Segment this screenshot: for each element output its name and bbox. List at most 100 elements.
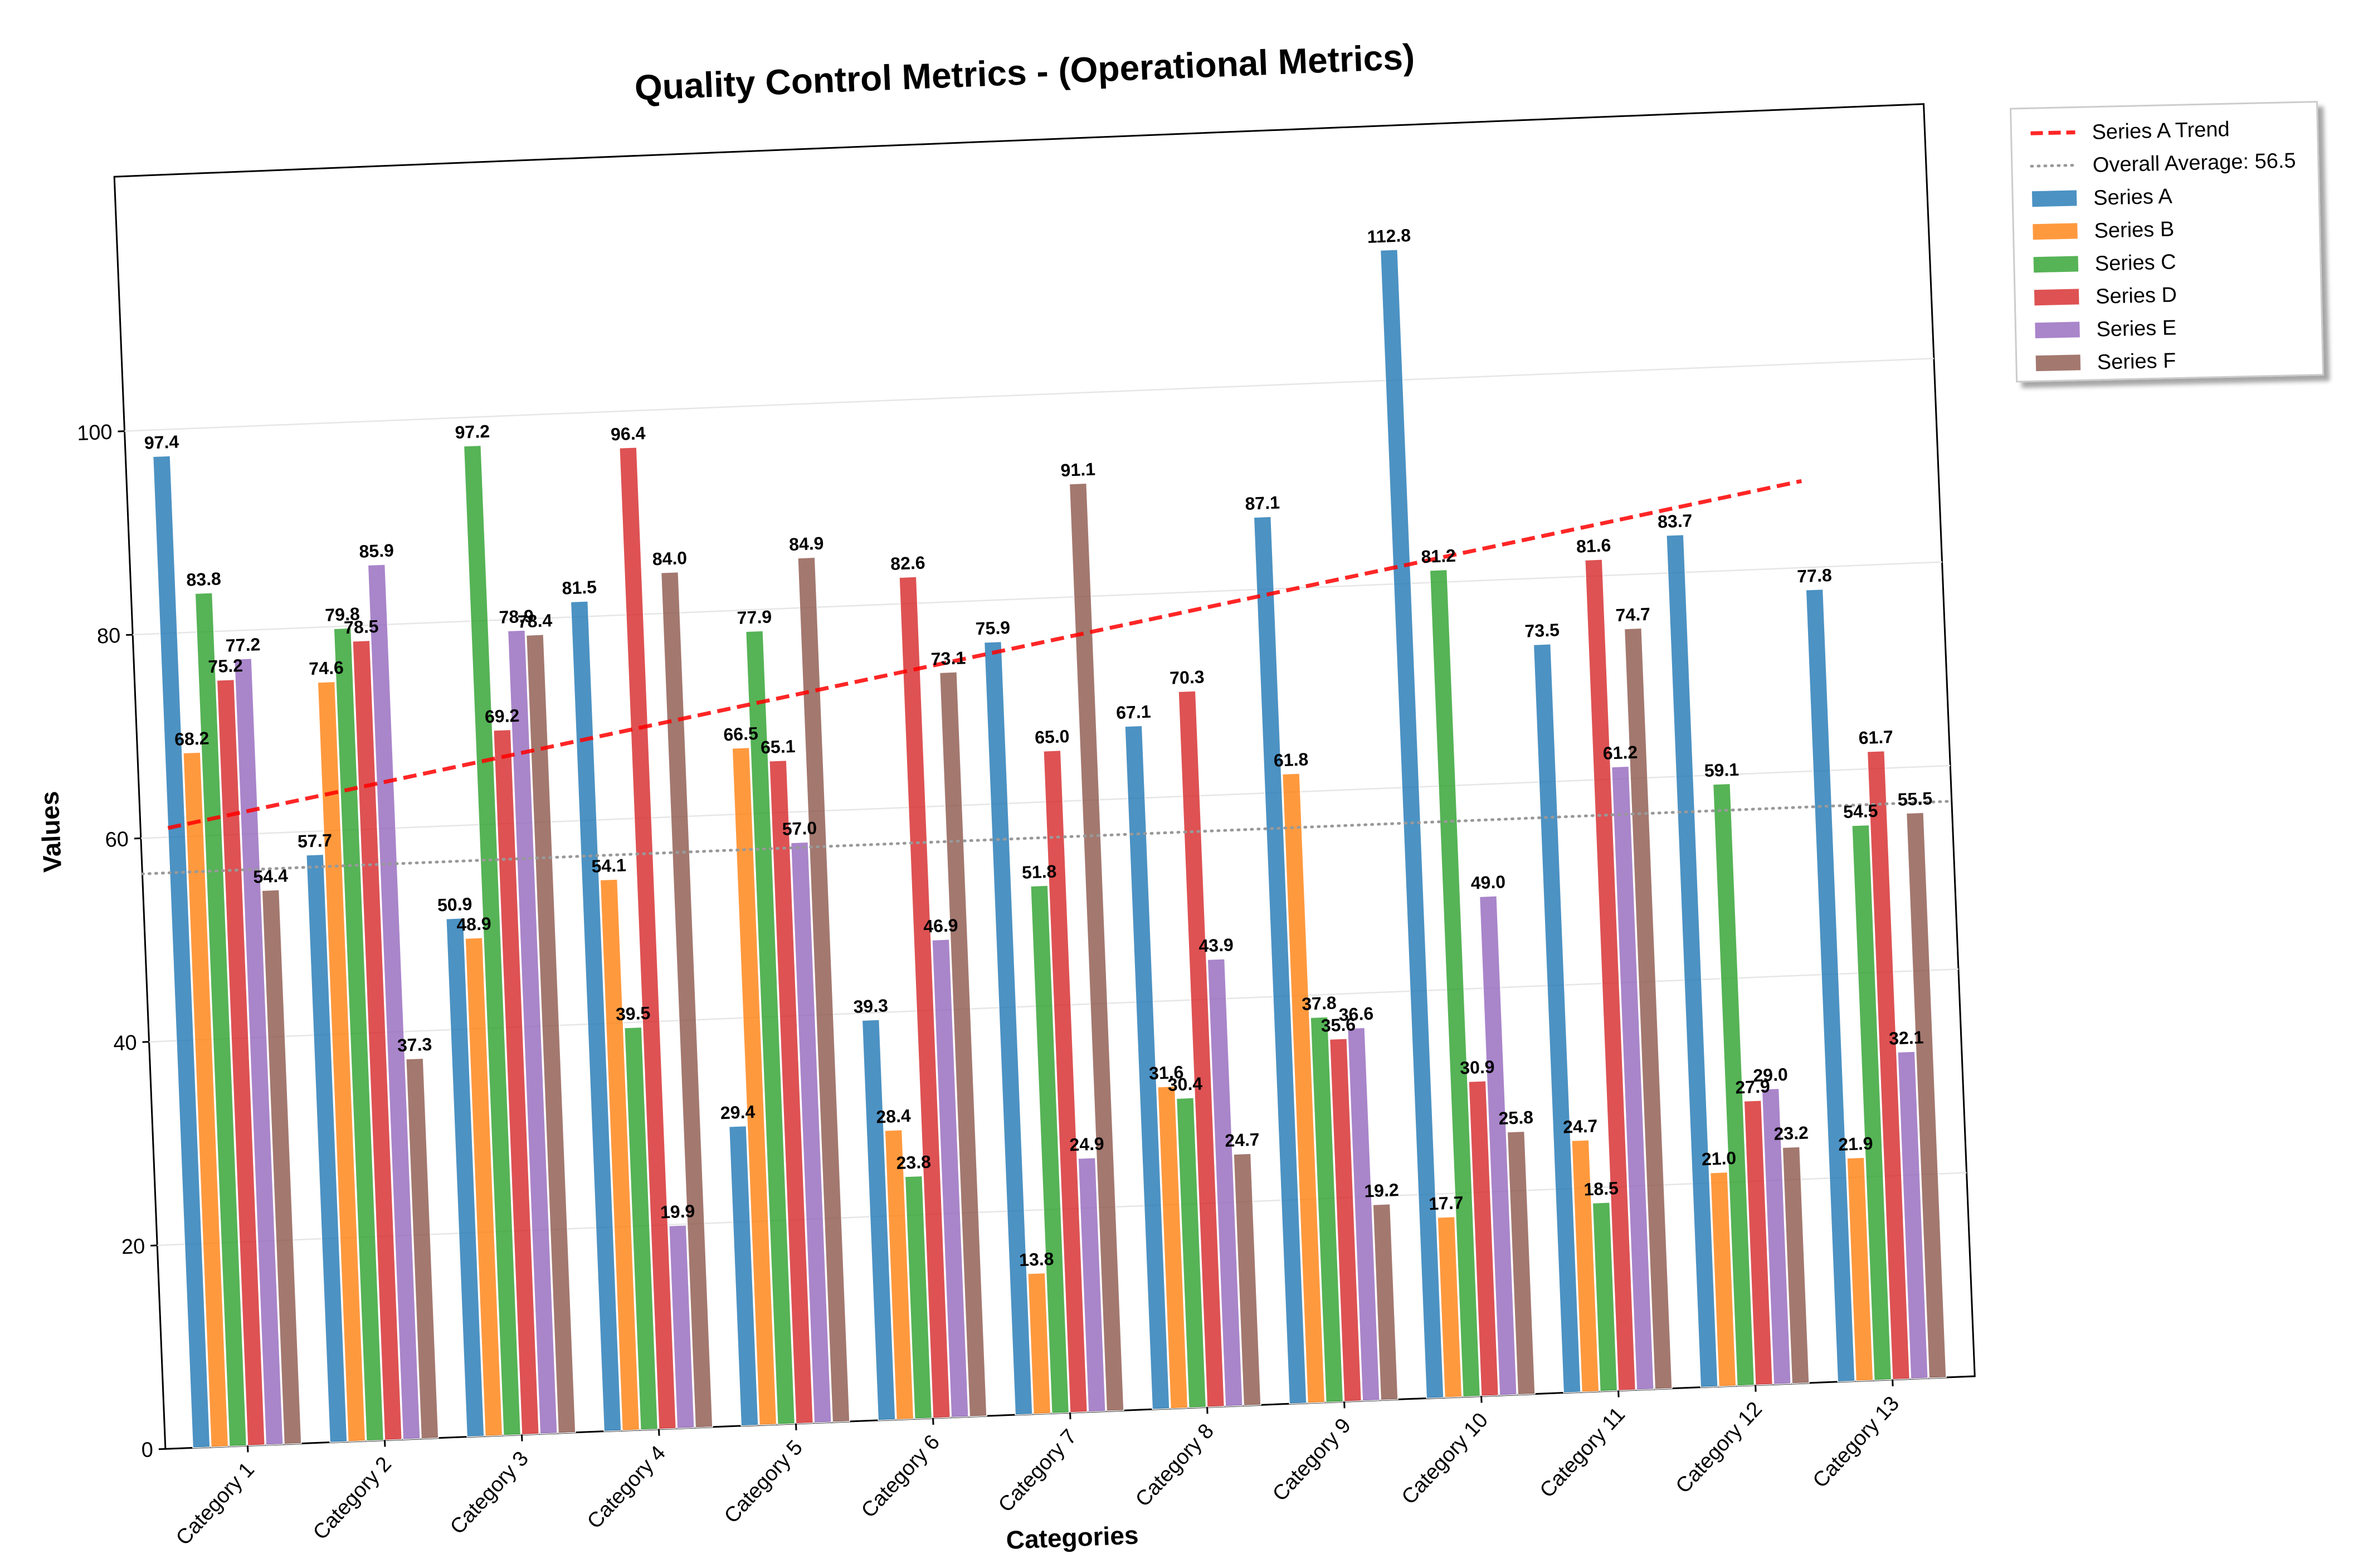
grid-line	[124, 358, 1934, 432]
bar-value-label: 77.8	[1797, 565, 1833, 586]
legend-label: Series E	[2096, 316, 2177, 341]
bar-value-label: 25.8	[1498, 1107, 1534, 1128]
legend-series-swatch	[2034, 289, 2079, 306]
bar	[261, 889, 302, 1445]
x-tick-label: Category 7	[994, 1425, 1081, 1517]
bar-value-label: 67.1	[1116, 702, 1152, 723]
bar	[493, 729, 540, 1435]
bar-value-label: 77.2	[225, 634, 261, 655]
bar-value-label: 112.8	[1367, 225, 1411, 247]
bar	[600, 879, 640, 1431]
bar	[1253, 516, 1307, 1405]
bar-value-label: 75.2	[208, 655, 243, 676]
bar	[1624, 627, 1673, 1390]
bar	[1233, 1153, 1261, 1406]
bar-value-label: 30.9	[1460, 1056, 1495, 1078]
bar	[1030, 885, 1070, 1414]
bar	[899, 576, 951, 1419]
bar	[405, 1058, 439, 1439]
bar	[333, 627, 384, 1442]
bar-value-label: 83.7	[1657, 510, 1693, 532]
bar	[1709, 1171, 1737, 1387]
bar-value-label: 74.6	[309, 658, 344, 679]
legend-trend-swatch	[2030, 130, 2075, 135]
bar	[745, 630, 796, 1425]
bar-value-label: 61.7	[1858, 727, 1894, 748]
y-tick-label: 100	[76, 421, 113, 446]
legend-series-swatch	[2033, 256, 2079, 273]
bar	[1479, 895, 1517, 1396]
bar	[570, 601, 622, 1432]
bar	[1846, 1157, 1874, 1382]
bar	[1347, 1027, 1380, 1401]
bar	[1782, 1146, 1810, 1384]
x-axis-title: Categories	[1006, 1520, 1139, 1554]
x-tick-label: Category 10	[1397, 1409, 1493, 1509]
bar-value-label: 75.9	[975, 617, 1011, 639]
bar	[1897, 1051, 1929, 1380]
bars-layer	[152, 249, 1947, 1449]
bar	[525, 634, 576, 1434]
bar	[1592, 1201, 1618, 1392]
bar-value-label: 51.8	[1021, 861, 1057, 882]
bar-value-label: 39.5	[615, 1003, 651, 1024]
chart-title: Quality Control Metrics - (Operational M…	[634, 36, 1416, 108]
bar-value-label: 23.8	[896, 1152, 932, 1173]
legend-label: Series A Trend	[2092, 118, 2230, 144]
bar	[1611, 766, 1655, 1391]
x-tick-label: Category 11	[1536, 1403, 1630, 1503]
legend-average-swatch	[2030, 163, 2078, 168]
bar-value-label: 91.1	[1060, 459, 1096, 480]
bar	[1743, 1100, 1773, 1386]
bar	[1805, 588, 1855, 1382]
bar-value-label: 78.5	[343, 616, 379, 637]
x-tick-label: Category 9	[1268, 1414, 1356, 1506]
bar-value-label: 78.4	[517, 610, 553, 631]
bar	[305, 854, 348, 1443]
bar-value-label: 19.9	[660, 1201, 695, 1222]
bar	[1043, 749, 1088, 1413]
y-tick-label: 60	[105, 827, 129, 852]
bar-value-label: 21.0	[1701, 1148, 1737, 1169]
bar-value-label: 77.9	[737, 606, 772, 627]
bar	[1712, 783, 1755, 1386]
bar-value-label: 39.3	[853, 995, 889, 1016]
bar	[194, 592, 247, 1447]
bar-value-label: 46.9	[923, 915, 959, 936]
bar	[1281, 773, 1326, 1404]
bar	[619, 446, 677, 1430]
bar-value-label: 30.4	[1167, 1073, 1203, 1094]
grid-line	[133, 561, 1942, 636]
bar-value-label: 57.0	[782, 818, 817, 839]
trend-line	[167, 479, 1802, 830]
bar-value-label: 96.4	[610, 423, 646, 444]
bar	[465, 937, 503, 1437]
bar	[1666, 534, 1718, 1388]
bar	[317, 681, 366, 1442]
y-tick-label: 20	[121, 1235, 145, 1259]
bar	[983, 641, 1033, 1415]
bar	[904, 1175, 933, 1420]
bar-value-label: 73.1	[930, 647, 966, 669]
bar	[1533, 644, 1581, 1394]
bar-value-label: 54.1	[591, 855, 627, 876]
x-tick-label: Category 13	[1809, 1392, 1904, 1493]
bar	[660, 571, 713, 1428]
bar-value-label: 65.1	[760, 736, 796, 757]
bar	[233, 658, 284, 1445]
bar	[1584, 559, 1636, 1391]
bar-value-label: 24.7	[1225, 1129, 1260, 1151]
bar	[1507, 1131, 1536, 1395]
bar-value-label: 21.9	[1838, 1133, 1874, 1155]
average-line	[140, 800, 1953, 875]
legend-box	[2010, 101, 2325, 383]
bar-value-label: 37.8	[1302, 992, 1337, 1014]
bar-value-label: 18.5	[1583, 1178, 1619, 1199]
bar-value-label: 19.2	[1364, 1180, 1400, 1201]
bar-value-label: 50.9	[437, 894, 472, 915]
bar-value-label: 97.2	[455, 421, 490, 442]
bar-value-label: 81.6	[1576, 535, 1611, 556]
x-tick-label: Category 1	[172, 1458, 259, 1550]
y-axis-ticks: 0 20 40 60 80 100	[76, 421, 165, 1462]
bar	[728, 1125, 759, 1426]
